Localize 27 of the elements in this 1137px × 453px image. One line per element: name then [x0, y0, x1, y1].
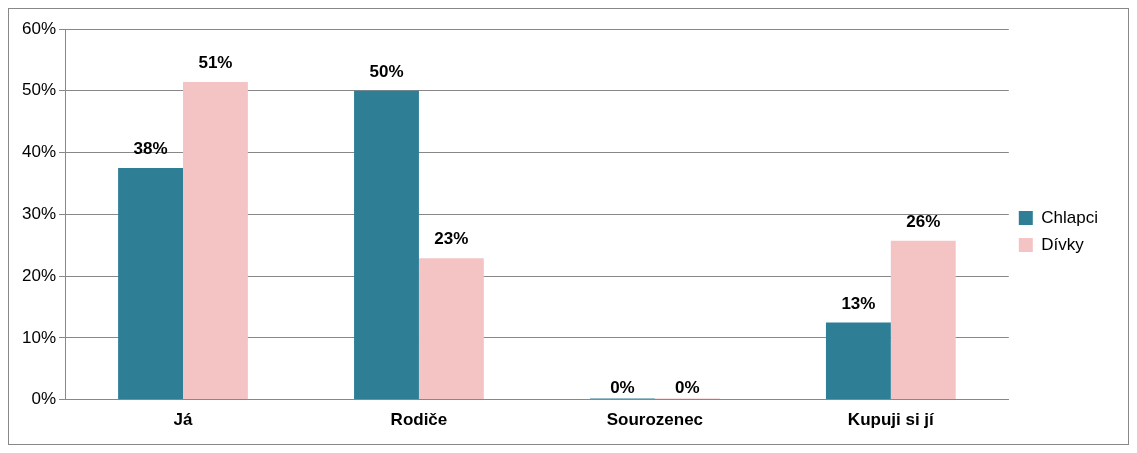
data-label: 26% [906, 212, 941, 232]
bar [183, 82, 248, 400]
bar [890, 240, 956, 400]
data-label: 13% [841, 293, 876, 313]
y-tick-label: 60% [21, 18, 57, 38]
y-tick-label: 20% [21, 265, 57, 285]
data-label: 51% [198, 53, 233, 73]
data-label: 0% [610, 377, 635, 397]
bar [354, 90, 419, 400]
data-label: 38% [133, 139, 168, 159]
y-tick-label: 30% [21, 203, 57, 223]
x-tick-label: Rodiče [390, 410, 448, 430]
data-label: 50% [369, 61, 404, 81]
x-tick-label: Sourozenec [606, 410, 704, 430]
legend-label: Chlapci [1041, 207, 1099, 227]
y-tick-label: 50% [21, 80, 57, 100]
x-tick-label: Já [173, 410, 193, 430]
x-tick-label: Kupuji si jí [847, 410, 936, 430]
data-label: 0% [675, 377, 700, 397]
data-label: 23% [434, 229, 469, 249]
y-tick-label: 0% [31, 389, 57, 409]
bar [118, 167, 183, 400]
legend-label: Dívky [1041, 234, 1085, 254]
y-tick-label: 10% [21, 327, 57, 347]
y-tick-label: 40% [21, 142, 57, 162]
bar [418, 258, 484, 400]
bar [825, 322, 891, 400]
